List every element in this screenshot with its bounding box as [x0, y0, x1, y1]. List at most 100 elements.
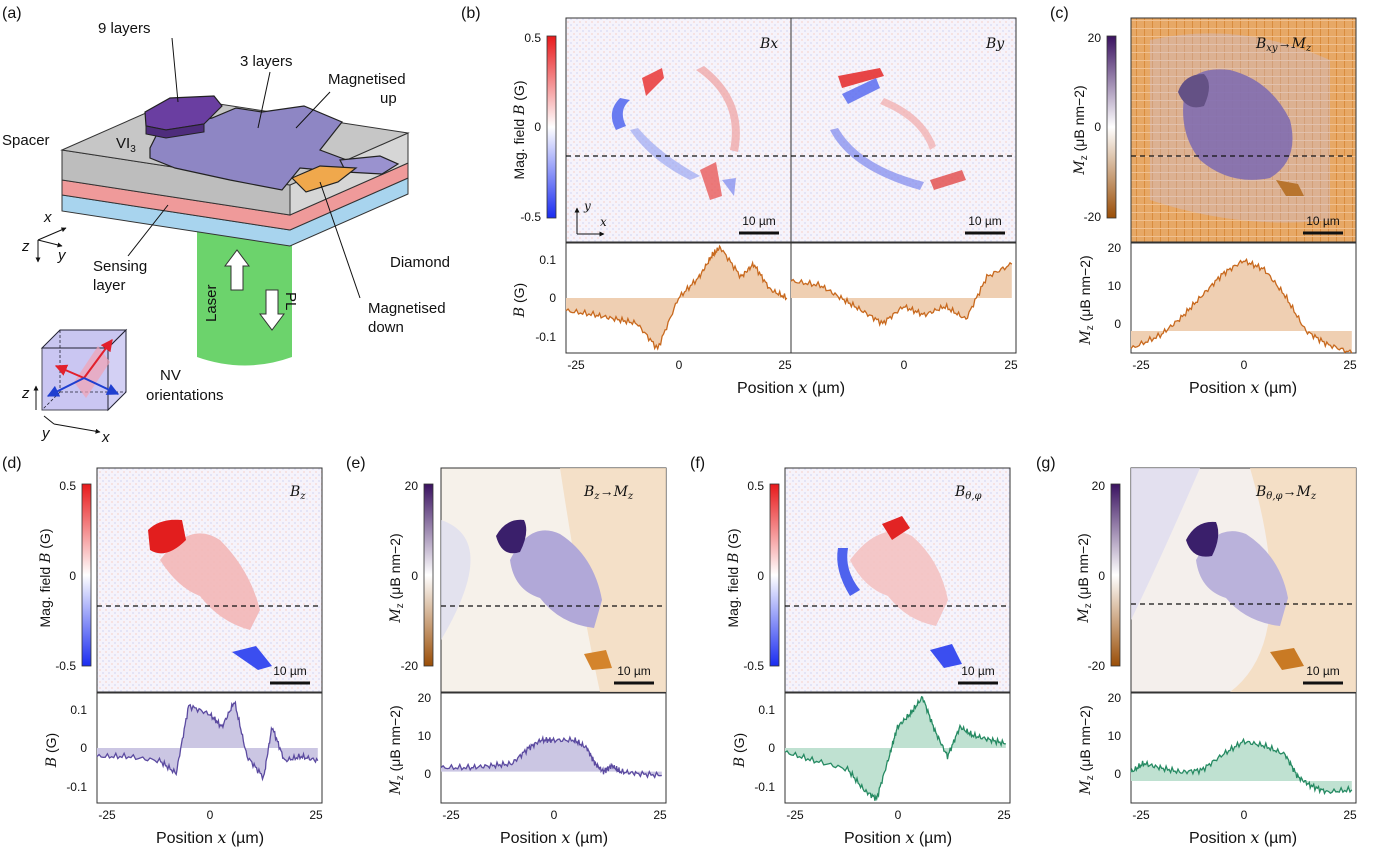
- label-nv-2: orientations: [146, 387, 224, 404]
- profile-f-fill: [785, 696, 1006, 801]
- svg-text:-20: -20: [401, 659, 419, 673]
- panel-letter-g: (g): [1036, 455, 1056, 472]
- svg-text:-0.5: -0.5: [743, 659, 764, 673]
- svg-text:-25: -25: [1132, 808, 1150, 822]
- flake-magnetised-down: [290, 165, 358, 193]
- scalebar-b-left-label: 10 µm: [742, 214, 776, 228]
- leader-3-layers: [257, 71, 271, 129]
- svg-text:10: 10: [418, 729, 432, 743]
- map-c-flake: [1183, 69, 1293, 180]
- profile-b-right-fill: [791, 262, 1012, 325]
- map-title-e: Bz→Mz: [583, 483, 634, 502]
- map-c-down: [1276, 180, 1304, 196]
- svg-text:-20: -20: [1084, 210, 1102, 224]
- map-f-flake: [850, 531, 948, 626]
- svg-text:-25: -25: [1132, 358, 1150, 372]
- svg-text:0.5: 0.5: [524, 31, 541, 45]
- svg-text:10 µm: 10 µm: [617, 664, 651, 678]
- profile-c-line: [1130, 257, 1353, 354]
- xlabel-b: Position x (µm): [737, 378, 845, 397]
- svg-text:0: 0: [411, 569, 418, 583]
- svg-text:0.5: 0.5: [747, 479, 764, 493]
- profile-c: [1130, 242, 1357, 354]
- colorbar-e: [423, 483, 434, 667]
- svg-text:-20: -20: [1088, 659, 1106, 673]
- svg-text:10 µm: 10 µm: [1306, 664, 1340, 678]
- label-mag-down-1: Magnetised: [368, 300, 446, 317]
- panel-letter-f: (f): [690, 455, 705, 472]
- map-e-flake-thick: [496, 519, 527, 554]
- label-nv-1: NV: [160, 367, 181, 384]
- label-mag-up-2: up: [380, 90, 397, 107]
- svg-text:0: 0: [1241, 808, 1248, 822]
- nv-cube-icon: z y x: [21, 328, 128, 446]
- colorbar-f-label: Mag. field B (G): [725, 529, 742, 628]
- profile-e-ylabel: Mz (μB nm−2): [387, 705, 406, 795]
- map-f-flake-thick: [882, 516, 910, 540]
- svg-text:25: 25: [778, 358, 792, 372]
- label-diamond: Diamond: [390, 254, 450, 271]
- panel-letter-c: (c): [1050, 5, 1069, 22]
- laser-arrow-icon: [224, 249, 250, 291]
- profile-g-line: [1130, 737, 1353, 796]
- svg-text:0.1: 0.1: [539, 253, 556, 267]
- panel-letter-a: (a): [2, 5, 22, 22]
- profile-f: [784, 692, 1011, 804]
- profile-g-ylabel: Mz (μB nm−2): [1077, 705, 1096, 795]
- svg-text:20: 20: [1092, 479, 1106, 493]
- svg-text:-0.1: -0.1: [754, 780, 775, 794]
- profile-d-ylabel: B (G): [43, 733, 60, 768]
- svg-text:0: 0: [549, 291, 556, 305]
- leader-9-layers: [171, 37, 179, 103]
- map-by: [790, 17, 1017, 243]
- svg-text:x: x: [600, 215, 607, 229]
- colorbar-b: [546, 35, 557, 219]
- svg-text:-25: -25: [98, 808, 116, 822]
- svg-text:20: 20: [1088, 31, 1102, 45]
- svg-text:0: 0: [207, 808, 214, 822]
- map-title-bx: Bx: [759, 36, 778, 52]
- profile-e-line: [440, 735, 662, 779]
- label-sensing-1: Sensing: [93, 258, 147, 275]
- svg-text:25: 25: [997, 808, 1011, 822]
- map-f-edge-blue: [837, 548, 860, 596]
- svg-text:10: 10: [1108, 729, 1122, 743]
- colorbar-g: [1110, 483, 1121, 667]
- colorbar-f: [769, 483, 780, 667]
- svg-text:20: 20: [405, 479, 419, 493]
- svg-text:0: 0: [1114, 767, 1121, 781]
- svg-text:0: 0: [1241, 358, 1248, 372]
- svg-text:0: 0: [69, 569, 76, 583]
- profile-b-left-line: [565, 244, 788, 351]
- svg-text:20: 20: [418, 691, 432, 705]
- map-title-c: Bxy→Mz: [1255, 35, 1312, 54]
- laser-label: Laser: [203, 284, 220, 322]
- map-d-flake-thick: [148, 519, 186, 554]
- profile-e: [440, 692, 667, 804]
- flake-9-layers-edge: [145, 123, 205, 139]
- svg-text:y: y: [41, 425, 51, 442]
- leader-mag-up: [295, 91, 331, 129]
- svg-text:10 µm: 10 µm: [273, 664, 307, 678]
- svg-text:25: 25: [309, 808, 323, 822]
- svg-text:y: y: [57, 247, 67, 264]
- svg-text:-0.1: -0.1: [535, 330, 556, 344]
- colorbar-b-label: Mag. field B (G): [511, 81, 528, 180]
- xlabel-d: Position x (µm): [156, 828, 264, 847]
- label-mag-up-1: Magnetised: [328, 71, 406, 88]
- map-d-down: [232, 646, 272, 670]
- colorbar-d: [81, 483, 92, 667]
- profile-e-fill: [441, 737, 662, 778]
- svg-text:0: 0: [1098, 569, 1105, 583]
- svg-text:y: y: [583, 199, 591, 213]
- profile-b-left-fill: [566, 246, 787, 349]
- pl-arrow-icon: [259, 289, 285, 331]
- label-9-layers: 9 layers: [98, 20, 151, 37]
- svg-text:z: z: [21, 238, 30, 255]
- schematic-a: Laser PL 9 layers 3 layers Magnetised up…: [2, 20, 450, 446]
- svg-text:-25: -25: [442, 808, 460, 822]
- axes-icon-top: x z y: [21, 209, 67, 264]
- svg-text:-25: -25: [567, 358, 585, 372]
- label-mag-down-2: down: [368, 319, 404, 336]
- label-vi3: VI3: [116, 135, 136, 155]
